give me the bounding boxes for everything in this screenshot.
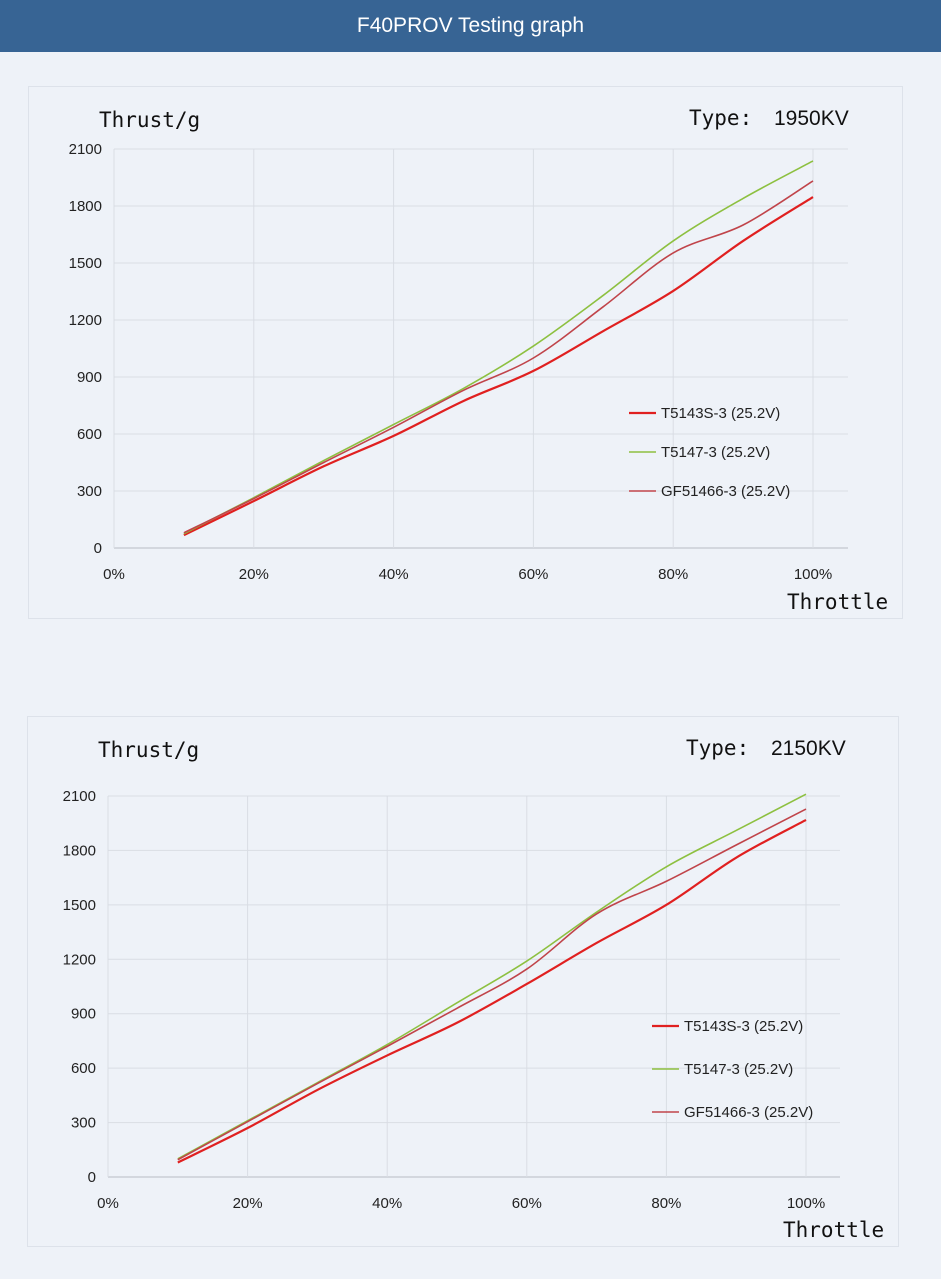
type-value: 1950KV: [774, 107, 849, 130]
y-tick-label: 900: [71, 1006, 96, 1023]
y-tick-label: 900: [77, 369, 102, 386]
legend-label: GF51466-3 (25.2V): [661, 483, 790, 500]
x-tick-label: 40%: [379, 566, 409, 583]
x-tick-label: 40%: [372, 1195, 402, 1212]
y-tick-label: 1800: [69, 198, 102, 215]
y-tick-label: 1200: [63, 951, 96, 968]
type-label: Type:: [689, 106, 752, 130]
y-tick-label: 1500: [63, 897, 96, 914]
series-line-gf51466-3: [177, 808, 807, 1161]
y-tick-label: 1800: [63, 842, 96, 859]
x-axis-label: Throttle: [783, 1218, 884, 1242]
x-tick-label: 60%: [518, 566, 548, 583]
y-tick-label: 1500: [69, 255, 102, 272]
y-tick-label: 0: [94, 540, 102, 557]
x-tick-label: 0%: [97, 1195, 119, 1212]
x-tick-label: 80%: [658, 566, 688, 583]
legend-label: T5143S-3 (25.2V): [661, 405, 780, 422]
series-line-t5143s-3: [183, 196, 814, 537]
x-tick-label: 80%: [651, 1195, 681, 1212]
y-tick-label: 1200: [69, 312, 102, 329]
page-title: F40PROV Testing graph: [0, 0, 941, 52]
legend-label: T5143S-3 (25.2V): [684, 1018, 803, 1035]
y-tick-label: 300: [71, 1115, 96, 1132]
y-axis-label: Thrust/g: [98, 738, 199, 762]
y-axis-label: Thrust/g: [99, 108, 200, 132]
x-tick-label: 0%: [103, 566, 125, 583]
series-line-t5147-3: [183, 160, 814, 535]
chart-2150kv: 0 300 600 900 1200 1500 1800 2100 0% 20% 40% 60% 80%…: [63, 736, 885, 1242]
y-tick-label: 2100: [63, 788, 96, 805]
y-tick-label: 2100: [69, 141, 102, 158]
y-tick-label: 0: [88, 1169, 96, 1186]
chart-card-2150kv: 0 300 600 900 1200 1500 1800 2100 0% 20% 40% 60% 80%…: [27, 716, 899, 1247]
legend-label: GF51466-3 (25.2V): [684, 1104, 813, 1121]
type-label: Type:: [686, 736, 749, 760]
chart-1950kv: 0 300 600 900 1200 1500 1800 2100 0% 20% 40% 60% 80%…: [69, 106, 889, 614]
x-tick-label: 20%: [233, 1195, 263, 1212]
x-tick-label: 100%: [787, 1195, 825, 1212]
y-tick-label: 600: [71, 1060, 96, 1077]
type-value: 2150KV: [771, 737, 846, 760]
x-tick-label: 20%: [239, 566, 269, 583]
y-tick-label: 600: [77, 426, 102, 443]
series-line-gf51466-3: [183, 180, 814, 534]
legend-label: T5147-3 (25.2V): [684, 1061, 793, 1078]
series-line-t5143s-3: [177, 818, 807, 1164]
x-axis-label: Throttle: [787, 590, 888, 614]
y-tick-label: 300: [77, 483, 102, 500]
x-tick-label: 60%: [512, 1195, 542, 1212]
x-tick-label: 100%: [794, 566, 832, 583]
chart-card-1950kv: 0 300 600 900 1200 1500 1800 2100 0% 20% 40% 60% 80%…: [28, 86, 903, 619]
legend-label: T5147-3 (25.2V): [661, 444, 770, 461]
